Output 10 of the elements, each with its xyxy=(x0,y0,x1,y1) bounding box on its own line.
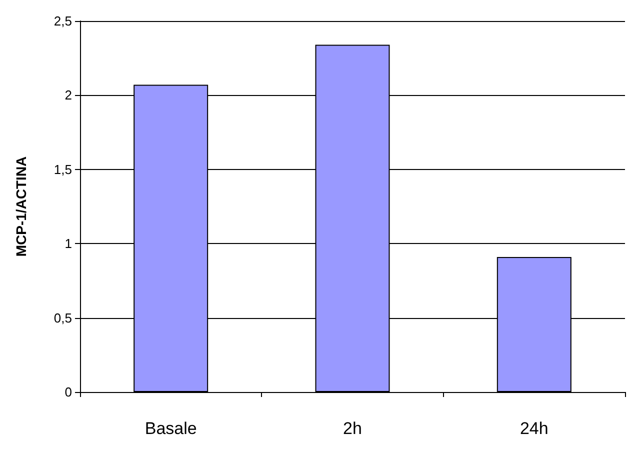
y-tick-label: 1 xyxy=(64,236,72,252)
y-axis-title: MCP-1/ACTINA xyxy=(13,156,29,257)
y-tick-label: 0 xyxy=(64,384,72,400)
y-tick-label: 2 xyxy=(64,88,72,103)
x-tick-label: 24h xyxy=(520,419,548,438)
x-tick-label: 2h xyxy=(343,419,362,438)
y-tick-label: 2,5 xyxy=(54,14,72,28)
y-tick-label: 0,5 xyxy=(54,310,72,326)
x-tick-label: Basale xyxy=(144,419,197,438)
y-tick-label: 1,5 xyxy=(54,162,72,177)
